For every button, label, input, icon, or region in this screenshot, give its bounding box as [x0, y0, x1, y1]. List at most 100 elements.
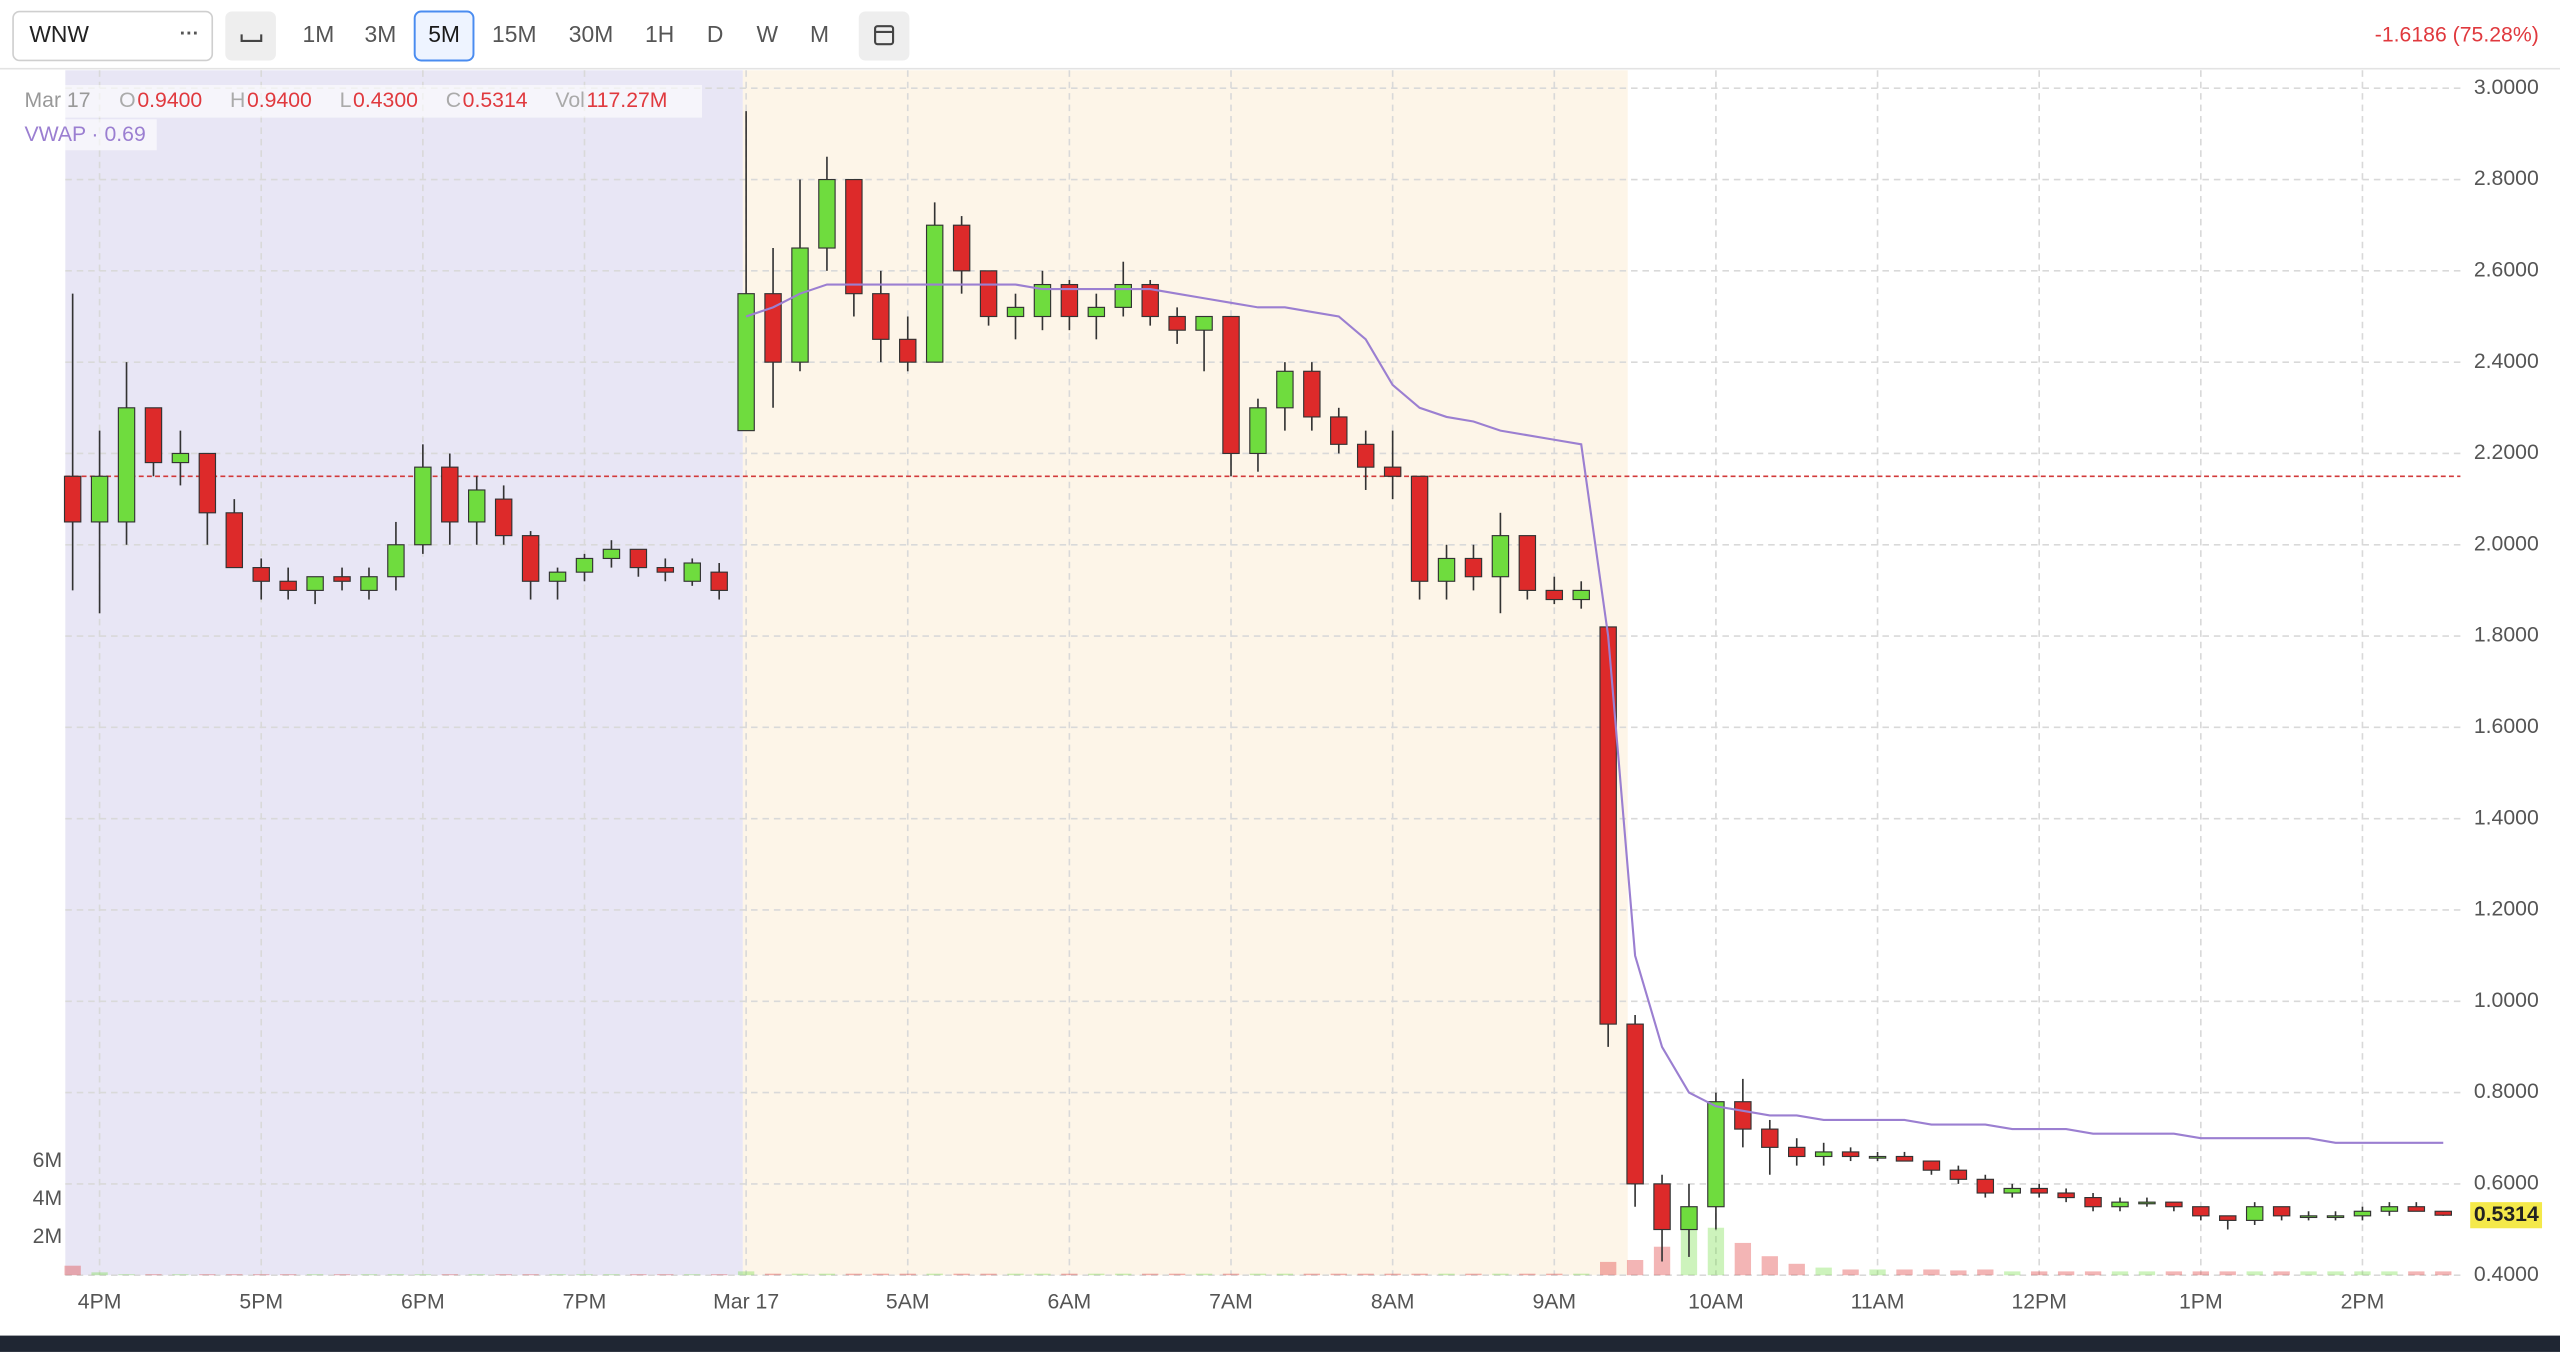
candle-body [2380, 1206, 2399, 1212]
candle-body [1330, 416, 1348, 445]
interval-button[interactable]: M [810, 21, 829, 47]
candle-body [1761, 1128, 1779, 1148]
candle-body [414, 466, 432, 546]
candle-body [1572, 589, 1590, 601]
volume-bar [1707, 1227, 1725, 1276]
candle-body [1464, 557, 1483, 578]
candle-body [1707, 1101, 1725, 1208]
volume-bar [118, 1274, 135, 1276]
volume-bar [1842, 1269, 1859, 1276]
x-tick-label: 4PM [78, 1291, 122, 1314]
interval-button[interactable]: 30M [569, 21, 613, 47]
candle-body [2003, 1187, 2021, 1194]
candle-body [683, 562, 701, 582]
legend-key: C [446, 89, 461, 112]
interval-button[interactable]: 1H [645, 21, 674, 47]
volume-bar [172, 1274, 189, 1276]
volume-bar [2354, 1271, 2371, 1276]
volume-bar [764, 1273, 782, 1276]
grid [65, 70, 2461, 1276]
candle-body [656, 567, 675, 573]
candle-body [306, 576, 324, 591]
last-price-label: 0.5314 [2474, 1203, 2539, 1226]
volume-bar [1115, 1273, 1132, 1276]
volume-bar [1492, 1273, 1509, 1276]
x-tick-label: 7PM [563, 1291, 607, 1314]
candle-body [2192, 1206, 2210, 1217]
volume-bar [1007, 1273, 1024, 1276]
candle-body [1060, 283, 1079, 318]
volume-bar [441, 1274, 458, 1276]
volume-bar [1088, 1273, 1105, 1276]
volume-bar [737, 1271, 755, 1276]
x-tick-label: 5PM [239, 1291, 283, 1314]
candle-body [1303, 370, 1321, 418]
candle-body [2326, 1215, 2345, 1219]
candle-body [144, 407, 163, 464]
volume-bar [2246, 1271, 2263, 1276]
chart-type-button[interactable] [225, 11, 276, 61]
candle-body [2084, 1197, 2102, 1208]
y-tick-label: 2.8000 [2474, 167, 2539, 190]
volume-bar [280, 1274, 297, 1276]
candle-body [818, 178, 836, 249]
volume-bar [2031, 1271, 2048, 1276]
volume-bar [522, 1274, 539, 1276]
volume-bar [1384, 1273, 1401, 1276]
candle-body [872, 293, 890, 340]
candle-body [225, 512, 244, 569]
candle-body [575, 557, 594, 573]
candle-body [1195, 315, 1213, 331]
candle-body [1922, 1160, 1941, 1171]
calendar-button[interactable] [858, 11, 910, 61]
interval-selected[interactable] [413, 10, 475, 62]
volume-bar [64, 1265, 81, 1276]
volume-bar [2192, 1271, 2209, 1276]
candle-body [1814, 1151, 1833, 1158]
legend-value: 0.9400 [137, 89, 202, 112]
symbol-box[interactable] [12, 10, 214, 62]
symbol[interactable]: WNW [29, 21, 89, 47]
candle-body [925, 224, 944, 363]
interval-button[interactable]: 1M [303, 21, 335, 47]
candle-body [1356, 443, 1375, 468]
volume-bar [549, 1274, 566, 1276]
candle-body [90, 475, 109, 523]
y-tick-label: 1.6000 [2474, 715, 2539, 738]
candle-body [1222, 315, 1240, 455]
candle-body [2272, 1206, 2291, 1217]
candle-body [441, 466, 459, 523]
candle-body [2299, 1215, 2318, 1219]
candle-body [2219, 1215, 2237, 1221]
x-tick-label: 12PM [2011, 1291, 2066, 1314]
interval-button[interactable]: D [707, 21, 724, 47]
bottom-bar [0, 1335, 2560, 1352]
interval-button[interactable]: W [757, 21, 779, 47]
vwap-legend-bg [16, 119, 157, 151]
candle-body [1383, 466, 1402, 477]
legend-bg [16, 84, 703, 118]
volume-bar [603, 1274, 620, 1276]
legend-key: H [230, 89, 245, 112]
candle-body [1141, 283, 1159, 318]
x-tick-label: 10AM [1688, 1291, 1743, 1314]
volume-bar [2381, 1271, 2398, 1276]
candle-body [1410, 475, 1429, 582]
volume-bar [1519, 1273, 1536, 1276]
candle-body [1168, 315, 1186, 331]
volume-bar [1195, 1273, 1213, 1276]
volume-bar [2300, 1271, 2317, 1276]
interval-button[interactable]: 15M [492, 21, 536, 47]
volume-bar [576, 1274, 593, 1276]
volume-bar [1168, 1273, 1186, 1276]
symbol-menu-icon[interactable]: ··· [180, 23, 200, 45]
interval-button[interactable]: 3M [365, 21, 397, 47]
interval-button[interactable]: 5M [428, 21, 460, 47]
candle-body [2434, 1210, 2452, 1216]
candle-body [737, 293, 755, 432]
volume-bar [1977, 1269, 1994, 1276]
candle-body [171, 452, 190, 464]
candle-body [63, 475, 82, 523]
candle-body [1437, 557, 1456, 582]
volume-bar [2057, 1271, 2075, 1276]
